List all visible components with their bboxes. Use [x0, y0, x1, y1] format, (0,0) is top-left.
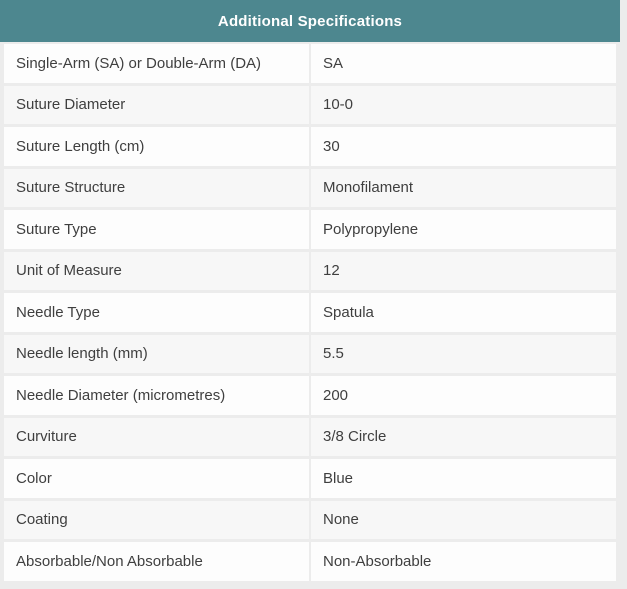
table-row: Color Blue [4, 459, 616, 498]
spec-label: Curviture [4, 417, 309, 456]
spec-value: None [311, 500, 616, 539]
table-row: Needle length (mm) 5.5 [4, 334, 616, 373]
spec-label: Needle length (mm) [4, 334, 309, 373]
spec-value: Monofilament [311, 168, 616, 207]
table-row: Coating None [4, 500, 616, 539]
spec-value: SA [311, 44, 616, 83]
spec-label: Suture Diameter [4, 85, 309, 124]
spec-label: Absorbable/Non Absorbable [4, 542, 309, 581]
spec-label: Suture Type [4, 210, 309, 249]
spec-value: Spatula [311, 293, 616, 332]
table-row: Needle Type Spatula [4, 293, 616, 332]
spec-label: Unit of Measure [4, 251, 309, 290]
table-body: Single-Arm (SA) or Double-Arm (DA) SA Su… [0, 42, 620, 589]
spec-value: 200 [311, 376, 616, 415]
table-row: Single-Arm (SA) or Double-Arm (DA) SA [4, 44, 616, 83]
table-row: Needle Diameter (micrometres) 200 [4, 376, 616, 415]
spec-label: Suture Structure [4, 168, 309, 207]
spec-value: 5.5 [311, 334, 616, 373]
table-row: Suture Type Polypropylene [4, 210, 616, 249]
table-row: Absorbable/Non Absorbable Non-Absorbable [4, 542, 616, 581]
spec-value: 3/8 Circle [311, 417, 616, 456]
table-title: Additional Specifications [217, 12, 403, 30]
spec-value: 10-0 [311, 85, 616, 124]
spec-label: Color [4, 459, 309, 498]
table-row: Unit of Measure 12 [4, 251, 616, 290]
spec-label: Needle Diameter (micrometres) [4, 376, 309, 415]
spec-value: Polypropylene [311, 210, 616, 249]
spec-value: 12 [311, 251, 616, 290]
spec-value: Non-Absorbable [311, 542, 616, 581]
table-header: Additional Specifications [0, 0, 620, 42]
spec-label: Suture Length (cm) [4, 127, 309, 166]
table-row: Suture Structure Monofilament [4, 168, 616, 207]
spec-value: 30 [311, 127, 616, 166]
spec-label: Single-Arm (SA) or Double-Arm (DA) [4, 44, 309, 83]
table-row: Suture Length (cm) 30 [4, 127, 616, 166]
table-row: Suture Diameter 10-0 [4, 85, 616, 124]
table-row: Curviture 3/8 Circle [4, 417, 616, 456]
spec-label: Coating [4, 500, 309, 539]
spec-value: Blue [311, 459, 616, 498]
spec-label: Needle Type [4, 293, 309, 332]
